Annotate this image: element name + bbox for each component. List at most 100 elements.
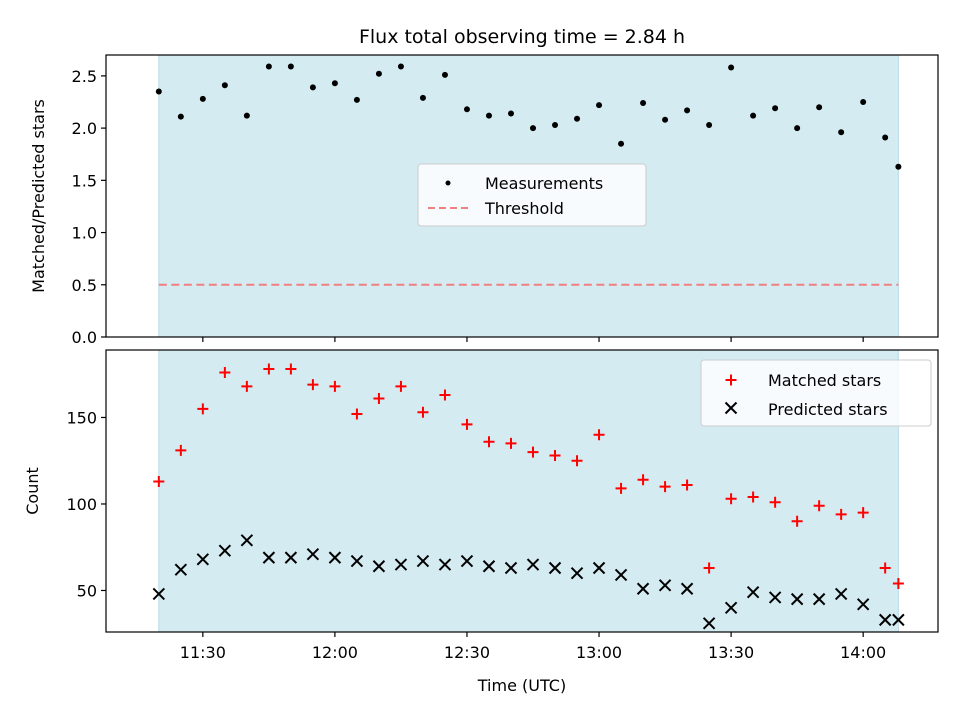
- measurement-point: [155, 88, 162, 95]
- measurement-point: [507, 110, 514, 117]
- x-tick-label: 14:00: [840, 643, 886, 662]
- predicted-star-point: [892, 613, 905, 627]
- bottom-y-ticks: 50 100 150: [66, 408, 106, 600]
- matched-star-point: [637, 474, 649, 486]
- predicted-star-point: [790, 592, 804, 606]
- predicted-star-point: [262, 551, 276, 564]
- measurement-point: [331, 80, 338, 87]
- matched-star-point: [615, 482, 627, 494]
- predicted-star-point: [394, 558, 408, 571]
- matched-star-point: [835, 508, 847, 520]
- bottom-y-axis-label: Count: [23, 467, 42, 515]
- measurement-point: [750, 112, 757, 119]
- matched-star-point: [747, 491, 759, 503]
- matched-star-point: [769, 496, 781, 508]
- measurement-point: [199, 95, 206, 102]
- predicted-star-point: [152, 587, 166, 601]
- measurement-point: [287, 63, 294, 70]
- matched-star-point: [395, 380, 407, 392]
- x-tick-label: 13:00: [576, 643, 622, 662]
- predicted-star-point: [174, 563, 188, 576]
- matched-star-point: [892, 578, 904, 590]
- measurement-point: [485, 112, 492, 119]
- chart-title: Flux total observing time = 2.84 h: [359, 26, 685, 48]
- predicted-star-point: [702, 617, 716, 630]
- legend-measurements-label: Measurements: [485, 174, 603, 193]
- y-tick-label: 100: [66, 495, 97, 514]
- measurement-point: [794, 125, 801, 132]
- measurement-point: [265, 63, 272, 70]
- measurement-point: [419, 94, 426, 101]
- matched-star-point: [659, 481, 671, 493]
- top-legend-box: [417, 163, 647, 227]
- measurement-point: [816, 104, 823, 111]
- matched-star-point: [505, 437, 517, 449]
- top-y-ticks: 0.0 0.5 1.0 1.5 2.0 2.5: [72, 67, 106, 347]
- matched-star-point: [813, 500, 825, 512]
- x-tick-label: 11:30: [180, 643, 226, 662]
- measurement-point: [375, 70, 382, 77]
- matched-star-point: [593, 429, 605, 441]
- y-tick-label: 50: [77, 581, 97, 600]
- measurement-point: [684, 107, 691, 114]
- matched-star-point: [307, 379, 319, 391]
- x-tick-label: 12:00: [312, 643, 358, 662]
- measurement-point: [441, 71, 448, 78]
- matched-star-point: [703, 562, 715, 574]
- predicted-star-point: [306, 547, 320, 561]
- bottom-frame: [105, 349, 939, 633]
- legend-predicted-label: Predicted stars: [768, 400, 888, 419]
- matched-star-point: [439, 389, 451, 401]
- measurement-point: [177, 113, 184, 120]
- matched-star-point: [351, 408, 363, 420]
- predicted-star-point: [768, 591, 782, 604]
- top-panel: 0.0 0.5 1.0 1.5 2.0 2.5 Matched/Predicted sta…: [29, 54, 939, 347]
- predicted-star-point: [592, 561, 606, 575]
- bottom-legend: Matched stars Predicted stars: [700, 359, 932, 427]
- y-tick-label: 1.0: [72, 224, 97, 243]
- legend-matched-label: Matched stars: [768, 371, 881, 390]
- measurement-point: [309, 84, 316, 91]
- matched-star-point: [175, 444, 187, 456]
- measurement-point: [838, 129, 845, 136]
- top-y-axis-label: Matched/Predicted stars: [29, 99, 48, 293]
- matched-star-point: [725, 493, 737, 505]
- x-axis-label: Time (UTC): [477, 676, 566, 695]
- measurement-point: [662, 116, 669, 123]
- measurement-point: [728, 64, 735, 71]
- predicted-star-point: [328, 551, 342, 564]
- measurement-point: [772, 105, 779, 112]
- legend-predicted-marker: [724, 401, 738, 415]
- measurement-point: [530, 125, 537, 132]
- y-tick-label: 1.5: [72, 171, 97, 190]
- matched-star-point: [857, 507, 869, 519]
- matched-star-points: [153, 363, 904, 590]
- predicted-star-point: [636, 582, 650, 595]
- legend-matched-marker: [725, 374, 737, 386]
- bottom-x-ticks: 11:30 12:00 12:30 13:00 13:30 14:00: [180, 632, 886, 662]
- predicted-star-point: [834, 587, 848, 601]
- predicted-star-point: [856, 598, 870, 611]
- matched-star-point: [527, 446, 539, 458]
- measurement-point: [574, 115, 581, 122]
- measurement-point: [243, 112, 250, 119]
- predicted-star-point: [240, 534, 254, 547]
- predicted-star-point: [372, 560, 386, 573]
- top-x-ticks: [202, 337, 864, 342]
- y-tick-label: 0.5: [72, 276, 97, 295]
- predicted-star-point: [548, 561, 562, 575]
- top-frame: [105, 54, 939, 338]
- matched-star-point: [791, 515, 803, 527]
- predicted-star-point: [526, 558, 540, 571]
- predicted-star-point: [460, 554, 474, 568]
- predicted-star-points: [152, 534, 905, 630]
- matched-star-point: [241, 380, 253, 392]
- measurement-point: [463, 106, 470, 113]
- matched-star-point: [681, 479, 693, 491]
- matched-star-point: [285, 363, 297, 375]
- measurement-point: [895, 163, 902, 170]
- matched-star-point: [879, 562, 891, 574]
- measurement-point: [706, 121, 713, 128]
- y-tick-label: 2.5: [72, 67, 97, 86]
- matched-star-point: [219, 366, 231, 378]
